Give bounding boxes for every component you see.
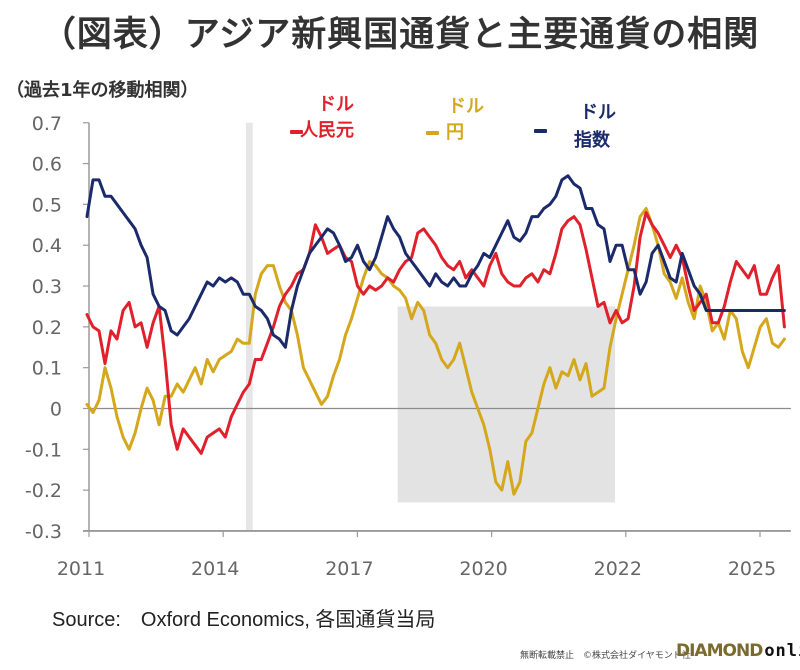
- series-line-dollar-index: [85, 174, 786, 349]
- x-tick-label: 2020: [459, 558, 507, 580]
- shaded-region-1: [246, 122, 253, 531]
- y-tick-label: 0.1: [32, 358, 62, 380]
- series-line-usd-jpy: [85, 207, 786, 496]
- brand-logo: DIAMONDonline: [676, 641, 800, 661]
- y-tick-label: -0.3: [25, 521, 62, 543]
- y-tick-label: -0.1: [25, 439, 62, 461]
- x-tick-label: 2022: [594, 558, 642, 580]
- legend-label-line1: ドル: [448, 96, 484, 117]
- y-tick-label: 0.2: [32, 317, 62, 339]
- y-tick-label: 0.3: [32, 276, 62, 298]
- brand-logo-diamond: DIAMOND: [676, 641, 763, 661]
- legend-swatch-dollar-index: [534, 129, 547, 133]
- y-tick-label: 0.7: [32, 113, 62, 135]
- page-title: （図表）アジア新興国通貨と主要通貨の相関: [40, 15, 760, 55]
- x-tick-label: 2011: [57, 558, 105, 580]
- legend-swatch-usd-jpy: [426, 131, 439, 135]
- y-tick-label: 0: [50, 399, 62, 421]
- brand-logo-online: online: [764, 641, 800, 661]
- legend-label-line1: ドル: [580, 102, 616, 123]
- chart-subtitle: （過去1年の移動相関）: [6, 80, 199, 101]
- legend-label-line2: 人民元: [300, 120, 354, 141]
- y-tick-label: 0.5: [32, 194, 62, 216]
- y-tick-label: 0.6: [32, 154, 62, 176]
- x-tick-label: 2014: [191, 558, 239, 580]
- source-note: Source: Oxford Economics, 各国通貨当局: [52, 609, 436, 631]
- legend-label-line2: 指数: [574, 130, 610, 151]
- copyright-note: 無断転載禁止 ©株式会社ダイヤモンド社: [520, 651, 691, 661]
- legend-swatch-usd-cny: [290, 130, 303, 134]
- shaded-region-2: [397, 306, 616, 503]
- y-tick-label: -0.2: [25, 480, 62, 502]
- legend-label-line1: ドル: [318, 94, 354, 115]
- series-line-usd-cny: [85, 211, 786, 455]
- y-tick-label: 0.4: [32, 235, 62, 257]
- x-tick-label: 2025: [728, 558, 776, 580]
- legend-label-line2: 円: [446, 122, 464, 143]
- x-tick-label: 2017: [325, 558, 373, 580]
